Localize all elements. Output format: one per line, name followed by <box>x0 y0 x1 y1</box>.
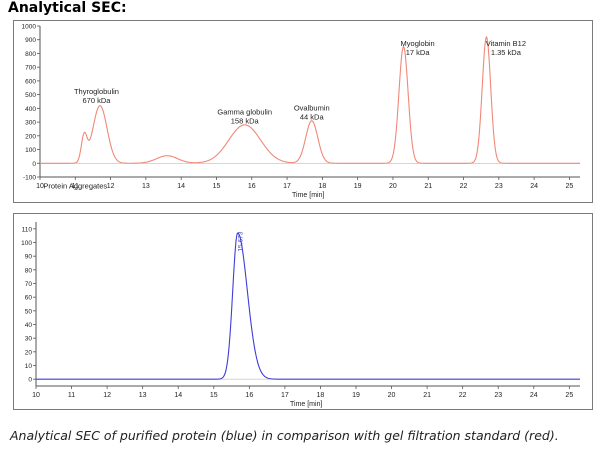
peak-annotation: Myoglobin <box>401 39 435 48</box>
x-tick-label: 11 <box>72 183 79 190</box>
x-tick-label: 15 <box>210 392 218 399</box>
x-tick-label: 18 <box>317 392 325 399</box>
y-tick-label: 800 <box>25 51 36 58</box>
x-tick-label: 16 <box>248 183 256 190</box>
peak-annotation: 17 kDa <box>406 48 431 57</box>
figure-caption: Analytical SEC of purified protein (blue… <box>10 428 559 443</box>
standard-chart-panel: -100 0 100 200 300 400 500 600 700 800 900 1000 10 11… <box>13 20 593 203</box>
x-tick-label: 14 <box>174 392 182 399</box>
peak-annotation: 158 kDa <box>231 117 260 126</box>
y-tick-label: 100 <box>25 147 36 154</box>
y-tick-label: 900 <box>25 37 36 44</box>
y-tick-label: 0 <box>28 377 32 384</box>
peak-annotation: Protein Aggregates <box>43 182 107 191</box>
x-tick-label: 20 <box>389 183 397 190</box>
peak-annotation: 1.35 kDa <box>491 48 522 57</box>
x-tick-label: 17 <box>283 183 291 190</box>
x-tick-label: 14 <box>177 183 185 190</box>
x-tick-label: 19 <box>352 392 360 399</box>
y-tick-label: 50 <box>25 308 33 315</box>
x-tick-label: 13 <box>142 183 150 190</box>
x-tick-label: 12 <box>103 392 111 399</box>
y-tick-label: 400 <box>25 106 36 113</box>
peak-annotation: Vitamin B12 <box>486 39 526 48</box>
standard-chart: -100 0 100 200 300 400 500 600 700 800 900 1000 10 11… <box>22 24 580 199</box>
y-tick-label: 110 <box>22 226 33 233</box>
peak-annotation: Ovalbumin <box>294 103 330 112</box>
y-tick-label: 700 <box>25 65 36 72</box>
peak-retention-label: 15.673 <box>238 231 245 251</box>
y-tick-label: 200 <box>25 133 36 140</box>
y-tick-label: 30 <box>25 336 33 343</box>
x-tick-label: 22 <box>459 392 467 399</box>
x-tick-label: 23 <box>495 183 503 190</box>
x-tick-label: 19 <box>354 183 362 190</box>
x-tick-label: 23 <box>494 392 502 399</box>
x-tick-label: 25 <box>566 183 574 190</box>
series-line <box>40 35 580 164</box>
y-tick-label: 80 <box>25 267 33 274</box>
x-tick-label: 13 <box>139 392 147 399</box>
y-tick-label: 1000 <box>22 24 37 31</box>
x-tick-label: 20 <box>388 392 396 399</box>
peak-annotation: Gamma globulin <box>217 108 272 117</box>
y-tick-label: 300 <box>25 120 36 127</box>
x-tick-label: 21 <box>423 392 431 399</box>
y-tick-label: 0 <box>32 161 36 168</box>
x-tick-label: 16 <box>245 392 253 399</box>
x-axis-label: Time [min] <box>292 192 324 199</box>
y-tick-label: -100 <box>23 175 36 182</box>
x-tick-label: 10 <box>36 183 44 190</box>
y-tick-label: 500 <box>25 92 36 99</box>
series-line <box>36 232 580 380</box>
y-tick-label: 100 <box>21 240 32 247</box>
x-tick-label: 24 <box>530 183 538 190</box>
peak-annotation: 670 kDa <box>83 96 112 105</box>
x-tick-label: 24 <box>530 392 538 399</box>
y-tick-label: 20 <box>25 349 33 356</box>
y-tick-label: 10 <box>25 363 33 370</box>
y-tick-label: 60 <box>25 295 33 302</box>
y-tick-label: 90 <box>25 254 33 261</box>
x-tick-label: 15 <box>213 183 221 190</box>
sample-chart: 0 10 20 30 40 50 60 70 80 90 100 110 10 11 12 13 14 15 16 1… <box>21 222 580 408</box>
peak-annotation: 44 kDa <box>300 112 325 121</box>
y-tick-label: 600 <box>25 78 36 85</box>
y-tick-label: 40 <box>25 322 33 329</box>
x-tick-label: 22 <box>460 183 468 190</box>
x-tick-label: 12 <box>107 183 115 190</box>
y-tick-label: 70 <box>25 281 33 288</box>
x-tick-label: 25 <box>565 392 573 399</box>
peak-annotation: Thyroglobulin <box>74 87 119 96</box>
x-tick-label: 21 <box>424 183 432 190</box>
x-tick-label: 17 <box>281 392 289 399</box>
x-tick-label: 10 <box>32 392 40 399</box>
x-tick-label: 18 <box>318 183 326 190</box>
x-axis-label: Time [min] <box>290 401 322 408</box>
page-heading: Analytical SEC: <box>8 0 127 16</box>
sample-chart-panel: 0 10 20 30 40 50 60 70 80 90 100 110 10 11 12 13 14 15 16 1… <box>13 213 593 410</box>
x-tick-label: 11 <box>68 392 75 399</box>
